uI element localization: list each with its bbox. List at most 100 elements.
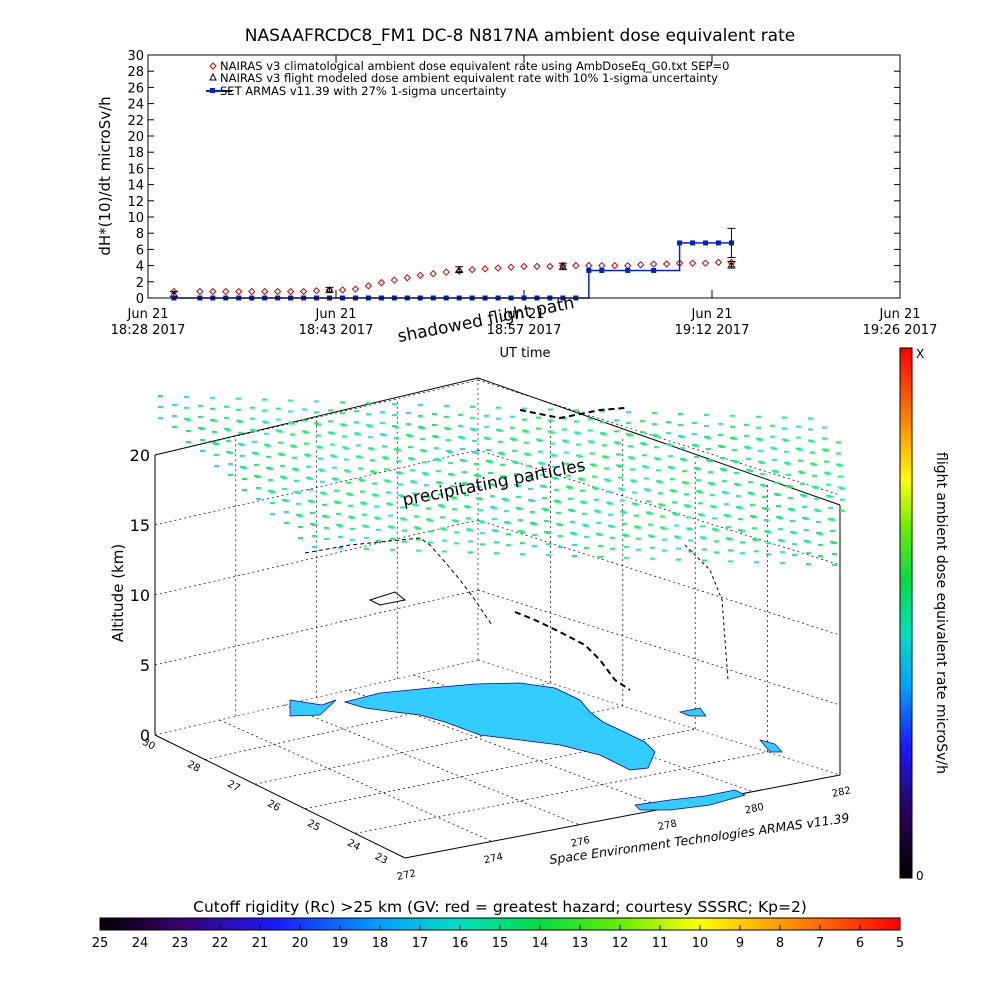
particle-dash [750, 515, 755, 518]
particle-dash [574, 420, 579, 423]
particle-dash [264, 432, 269, 435]
particle-dash [542, 485, 547, 488]
particle-dash [526, 453, 531, 456]
particle-dash [506, 522, 511, 525]
legend: NAIRAS v3 climatological ambient dose eq… [206, 59, 729, 98]
particle-dash [810, 451, 815, 454]
particle-dash [262, 398, 267, 401]
climatological-point [624, 261, 632, 270]
particle-dash [830, 540, 835, 543]
particle-dash [390, 537, 395, 540]
3d-gridlines [154, 379, 841, 842]
particle-dash [824, 460, 829, 463]
particle-dash [186, 441, 191, 443]
armas-point [651, 267, 657, 273]
particle-dash [698, 491, 703, 494]
climatological-point [286, 287, 295, 296]
particle-dash [336, 501, 341, 504]
particle-dash [506, 533, 511, 536]
colorbar-tick-label: 19 [332, 936, 349, 951]
climatological-point [714, 258, 723, 267]
particle-dash [494, 530, 499, 533]
particle-dash [592, 475, 597, 478]
particle-dash [828, 495, 833, 498]
particle-dash [808, 428, 813, 431]
particle-dash [310, 511, 315, 514]
particle-dash [806, 541, 811, 544]
colorbar-tick-label: 24 [132, 936, 149, 951]
particle-dash [314, 411, 319, 414]
legend-item-armas: SET ARMAS v11.39 with 27% 1-sigma uncert… [206, 84, 507, 98]
particle-dash [418, 415, 423, 417]
cutoff-rigidity-title: Cutoff rigidity (Rc) >25 km (GV: red = g… [193, 898, 807, 916]
particle-dash [756, 415, 761, 418]
particle-dash [602, 455, 607, 458]
particle-dash [780, 562, 785, 565]
particle-dash [528, 487, 533, 490]
particle-dash [582, 512, 587, 515]
particle-dash [364, 525, 369, 528]
floor-edge-lat [154, 734, 406, 859]
square-marker-icon [210, 88, 215, 93]
particle-dash [348, 493, 353, 496]
particle-dash [484, 425, 489, 428]
particle-dash [464, 505, 469, 508]
particle-dash [836, 452, 841, 455]
particle-dash [744, 423, 749, 426]
particle-dash [622, 522, 627, 525]
particle-dash [584, 524, 589, 527]
particle-dash [484, 436, 489, 439]
particle-dash [288, 410, 293, 413]
particle-dash [658, 503, 663, 506]
particle-dash [494, 541, 499, 544]
particle-dash [542, 507, 547, 510]
particle-dash [736, 484, 741, 487]
particle-dash [712, 506, 717, 509]
legend-label: NAIRAS v3 flight modeled dose ambient eq… [220, 71, 718, 85]
particle-dash [294, 490, 299, 493]
particle-dash [266, 455, 271, 458]
particle-dash [616, 453, 621, 456]
particle-dash [546, 543, 551, 546]
climatological-point [364, 282, 373, 290]
particle-dash [500, 474, 505, 477]
particle-dash [732, 437, 737, 440]
particle-dash [678, 424, 683, 426]
particle-dash [626, 411, 631, 414]
particle-dash [448, 473, 453, 476]
particle-dash [488, 461, 493, 463]
armas-point [599, 267, 605, 273]
particle-dash [628, 456, 633, 459]
particle-dash [396, 460, 401, 463]
particle-dash [640, 431, 645, 434]
particle-dash [762, 507, 767, 509]
particle-dash [364, 536, 369, 539]
particle-dash [776, 505, 781, 507]
particle-dash [714, 540, 719, 543]
particle-dash [688, 550, 693, 553]
particle-dash [648, 523, 653, 526]
y-tick-label: 18 [127, 146, 144, 161]
particle-dash [186, 430, 191, 432]
particle-dash [410, 480, 415, 483]
particle-dash [290, 422, 295, 425]
particle-dash [294, 468, 299, 471]
particle-dash [426, 507, 431, 510]
particle-dash [724, 492, 729, 495]
particle-dash [814, 508, 819, 511]
particle-dash [418, 426, 423, 428]
particle-dash [532, 545, 537, 548]
particle-dash [598, 533, 603, 536]
particle-dash [158, 395, 163, 397]
particle-dash [836, 463, 841, 466]
particle-dash [198, 415, 203, 418]
particle-dash [354, 421, 359, 424]
particle-dash [298, 537, 303, 539]
particle-dash [298, 526, 303, 528]
particle-dash [510, 426, 515, 429]
particle-dash [554, 477, 559, 480]
particle-dash [468, 529, 473, 532]
colorbar-tick-label: 21 [252, 936, 269, 951]
particle-dash [568, 486, 573, 489]
particle-dash [818, 533, 823, 535]
